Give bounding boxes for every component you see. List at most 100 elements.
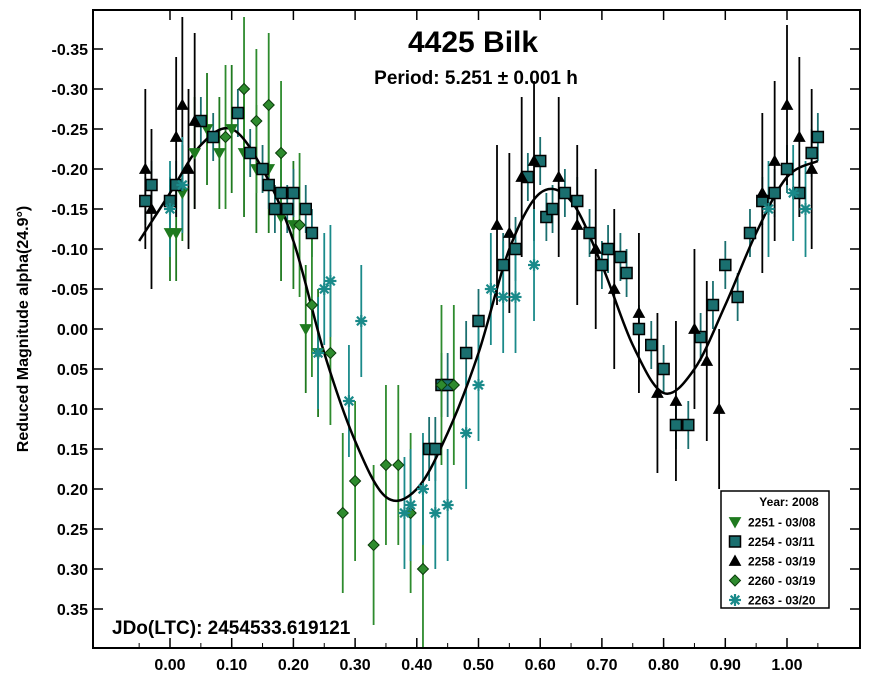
data-point [336, 506, 349, 520]
data-point [762, 203, 775, 215]
data-point [768, 154, 782, 166]
data-point [780, 98, 794, 110]
data-point [274, 146, 288, 160]
data-point [293, 218, 306, 232]
data-point [558, 186, 572, 200]
data-point [175, 98, 189, 110]
data-point [262, 178, 275, 192]
data-point [206, 130, 220, 144]
data-point [805, 162, 819, 174]
data-point [484, 283, 497, 295]
data-point [651, 386, 664, 398]
data-point [139, 194, 152, 208]
data-point [256, 162, 269, 176]
data-point [669, 418, 683, 432]
x-tick-label: 0.50 [463, 657, 494, 674]
data-point [694, 330, 707, 344]
data-point [441, 499, 454, 511]
data-point [243, 146, 257, 160]
legend-marker [728, 517, 742, 529]
data-point [169, 130, 183, 142]
data-points [138, 82, 825, 576]
data-point [570, 218, 584, 230]
legend-marker [729, 594, 741, 606]
data-point [262, 98, 275, 112]
legend-marker [728, 554, 742, 566]
data-point [429, 442, 442, 456]
data-point [688, 322, 701, 334]
data-point [595, 258, 609, 272]
data-point [231, 106, 245, 120]
data-point [787, 187, 800, 199]
data-point [398, 507, 411, 519]
data-point [367, 538, 380, 552]
data-point [632, 306, 646, 318]
data-point [447, 378, 461, 392]
data-point [138, 162, 152, 174]
data-point [712, 402, 726, 414]
data-point [305, 298, 319, 312]
data-point [706, 298, 720, 312]
data-point [657, 362, 670, 376]
data-point [583, 226, 596, 240]
jdo-annotation: JDo(LTC): 2454533.619121 [112, 618, 351, 639]
data-point [342, 395, 355, 407]
y-tick-label: 0.35 [57, 602, 88, 619]
data-point [503, 226, 516, 238]
x-tick-label: 0.30 [340, 657, 371, 674]
data-point [700, 354, 714, 366]
legend-marker [728, 535, 742, 548]
data-point [669, 394, 683, 406]
y-tick-label: -0.25 [52, 122, 89, 139]
data-point [755, 186, 769, 198]
data-point [219, 130, 232, 144]
data-point [515, 170, 529, 182]
data-point [379, 458, 393, 472]
data-point [682, 418, 695, 432]
data-point [792, 130, 806, 142]
data-point [509, 242, 522, 256]
data-point [416, 483, 429, 495]
data-point [546, 202, 559, 216]
x-tick-label: 0.80 [648, 657, 679, 674]
data-point [527, 154, 541, 166]
y-tick-label: 0.30 [57, 562, 88, 579]
data-point [287, 186, 300, 200]
data-point [459, 346, 473, 360]
x-tick-label: 1.00 [771, 657, 802, 674]
x-tick-label: 0.60 [525, 657, 556, 674]
data-point [768, 186, 781, 200]
data-point [509, 291, 522, 303]
data-point [355, 315, 368, 327]
y-tick-label: 0.25 [57, 522, 88, 539]
y-tick-label: 0.10 [57, 402, 88, 419]
data-point [570, 194, 584, 208]
x-tick-label: 0.20 [278, 657, 309, 674]
data-point [237, 82, 251, 96]
data-point [182, 162, 195, 174]
y-tick-label: 0.05 [57, 362, 88, 379]
data-point [719, 258, 732, 272]
axes: 0.00 0.10 0.20 0.30 0.40 0.50 0.60 0.70 0.80 0.90… [52, 10, 860, 674]
data-point [318, 283, 331, 295]
data-point [614, 250, 627, 264]
legend-box [720, 490, 830, 609]
data-point [274, 186, 288, 200]
legend-title: Year: 2008 [759, 495, 819, 509]
data-point [528, 259, 541, 271]
data-point [472, 379, 485, 391]
data-point [145, 202, 158, 214]
data-point [472, 314, 485, 328]
data-point [799, 203, 812, 215]
data-point [731, 290, 744, 304]
data-point [169, 228, 183, 240]
legend-marker [728, 574, 742, 587]
x-tick-label: 0.00 [154, 657, 185, 674]
data-point [392, 458, 405, 472]
data-point [780, 162, 794, 176]
data-point [490, 218, 504, 230]
x-tick-label: 0.10 [216, 657, 247, 674]
y-tick-label: 0.15 [57, 442, 88, 459]
legend: Year: 2008 2251 - 03/08 2254 - 03/11 2258 … [720, 490, 830, 609]
